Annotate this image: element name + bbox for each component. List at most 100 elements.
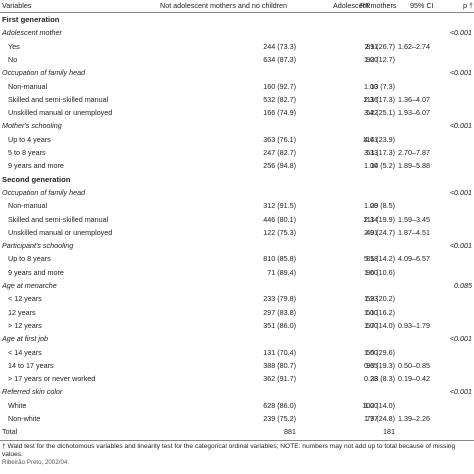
cell-rr-value: 1.00 [364,400,378,410]
row-label: 9 years and more [8,267,64,277]
cell-not-adolescent: 166 (74.9) [263,108,296,118]
row-label: Non-manual [8,201,48,211]
cell-adolescent: 89 (26.7) [366,41,395,51]
cell-p: 0.085 [454,281,472,290]
table-row: 5 to 8 years 247 (82.7) 51 (17.3) 3.33 2.70–… [0,146,474,159]
cell-not-adolescent: 71 (89.4) [267,267,296,277]
cell-rr-value: 1.00 [364,54,378,64]
cell-adolescent: 14 (5.2) [370,161,395,171]
row-label: Yes [8,41,20,51]
cell-ci: 1.59–3.45 [398,214,430,224]
table-footnote: † Wald test for the dichotomous variable… [2,442,456,458]
table-row: > 17 years or never worked 362 (91.7) 33 (… [0,372,474,385]
cell-ci: 1.93–6.07 [398,108,430,118]
row-label: Non-manual [8,81,48,91]
table-source: Ribeirão Preto, 2002/04. [2,458,70,466]
cell-not-adolescent: 881 [284,427,296,437]
row-label: No [8,54,18,64]
cell-p: <0.001 [449,28,472,38]
cell-rr-value: 1.00 [364,161,378,171]
cell-rr-value: 1.00 [364,81,378,91]
row-label: White [8,400,27,410]
cell-not-adolescent: 446 (80.1) [263,214,296,224]
cell-rr-value: 4.61 [364,134,378,144]
table-row: Non-white 239 (75.2) 79 (24.8) 1.77 1.39–2.2… [0,412,474,425]
cell-rr-value: 2.91 [364,227,378,237]
cell-rr-value: 1.00 [364,347,378,357]
bottom-rule [0,439,474,441]
cell-ci: 4.09–6.57 [398,254,430,264]
row-label: Second generation [2,174,71,184]
cell-adolescent: 96 (10.6) [366,267,395,277]
group-row: Referred skin color <0.001 [0,385,474,398]
cell-not-adolescent: 160 (92.7) [263,81,296,91]
table-row: Skilled and semi-skilled manual 446 (80.1… [0,213,474,226]
cell-adolescent: 52 (25.1) [366,108,395,118]
header-p: p † [463,1,473,10]
cell-not-adolescent: 628 (86.0) [263,400,296,410]
cell-rr-value: 5.18 [364,254,378,264]
cell-adolescent: 102 (14.0) [362,400,395,410]
row-label: 9 years and more [8,161,64,171]
row-label: First generation [2,15,60,24]
cell-ci: 1.87–4.51 [398,227,430,237]
row-label: Unskilled manual or unemployed [8,227,113,237]
cell-adolescent: 79 (24.8) [366,414,395,423]
cell-not-adolescent: 244 (73.3) [263,41,296,51]
cell-p: <0.001 [449,241,472,251]
cell-not-adolescent: 131 (70.4) [263,347,296,357]
table-row: White 628 (86.0) 102 (14.0) 1.00 [0,399,474,412]
cell-rr-value: 1.00 [364,320,378,330]
row-label: Skilled and semi-skilled manual [8,94,109,104]
cell-p: <0.001 [449,334,472,344]
row-label: Skilled and semi-skilled manual [8,214,109,224]
cell-rr-value: 2.34 [364,214,378,224]
cell-rr-value: 1.23 [364,294,378,304]
cell-rr-value: 2.36 [364,94,378,104]
row-label: < 12 years [8,294,42,304]
row-label: Adolescent mother [2,28,62,38]
cell-not-adolescent: 388 (80.7) [263,360,296,370]
cell-adolescent: 13 (7.3) [370,81,395,91]
group-row: Adolescent mother <0.001 [0,26,474,39]
cell-adolescent: 40 (24.7) [366,227,395,237]
cell-not-adolescent: 363 (76.1) [263,134,296,144]
cell-adolescent: 93 (19.3) [366,360,395,370]
cell-not-adolescent: 247 (82.7) [263,148,296,157]
cell-p: <0.001 [449,121,472,131]
cell-not-adolescent: 351 (86.0) [263,320,296,330]
header-variables: Variables [2,1,32,10]
cell-not-adolescent: 634 (87.3) [263,54,296,64]
cell-not-adolescent: 362 (91.7) [263,374,296,384]
cell-not-adolescent: 239 (75.2) [263,414,296,423]
table-row: < 14 years 131 (70.4) 55 (29.6) 1.00 [0,346,474,359]
row-label: Non-white [8,414,41,423]
cell-not-adolescent: 810 (85.8) [263,254,296,264]
row-label: Participant's schooling [2,241,74,251]
group-row: Occupation of family head <0.001 [0,186,474,199]
table-row: Unskilled manual or unemployed 166 (74.9)… [0,106,474,119]
section-row: Second generation [0,173,474,186]
cell-not-adolescent: 256 (94.8) [263,161,296,171]
cell-ci: 1.89–5.88 [398,161,430,171]
cell-not-adolescent: 312 (91.5) [263,201,296,211]
cell-ci: 0.19–0.42 [398,374,430,384]
cell-not-adolescent: 297 (83.8) [263,307,296,317]
cell-adolescent: 114 (23.9) [362,134,395,144]
cell-ci: 1.39–2.26 [398,414,430,423]
total-row: Total 881 181 [0,425,474,438]
cell-adolescent: 33 (8.3) [370,374,395,384]
cell-adolescent: 51 (16.2) [366,307,395,317]
table-header: Variables Not adolescent mothers and no … [0,0,474,12]
cell-adolescent: 59 (20.2) [366,294,395,304]
cell-adolescent: 181 [383,427,395,437]
cell-ci: 1.62–2.74 [398,41,430,51]
cell-adolescent: 51 (17.3) [366,148,395,157]
row-label: > 12 years [8,320,42,330]
header-rr: RR [360,1,371,10]
row-label: 12 years [8,307,36,317]
cell-rr-value: 0.28 [364,374,378,384]
table-row: < 12 years 233 (79.8) 59 (20.2) 1.23 [0,292,474,305]
header-ci: 95% CI [410,1,434,10]
